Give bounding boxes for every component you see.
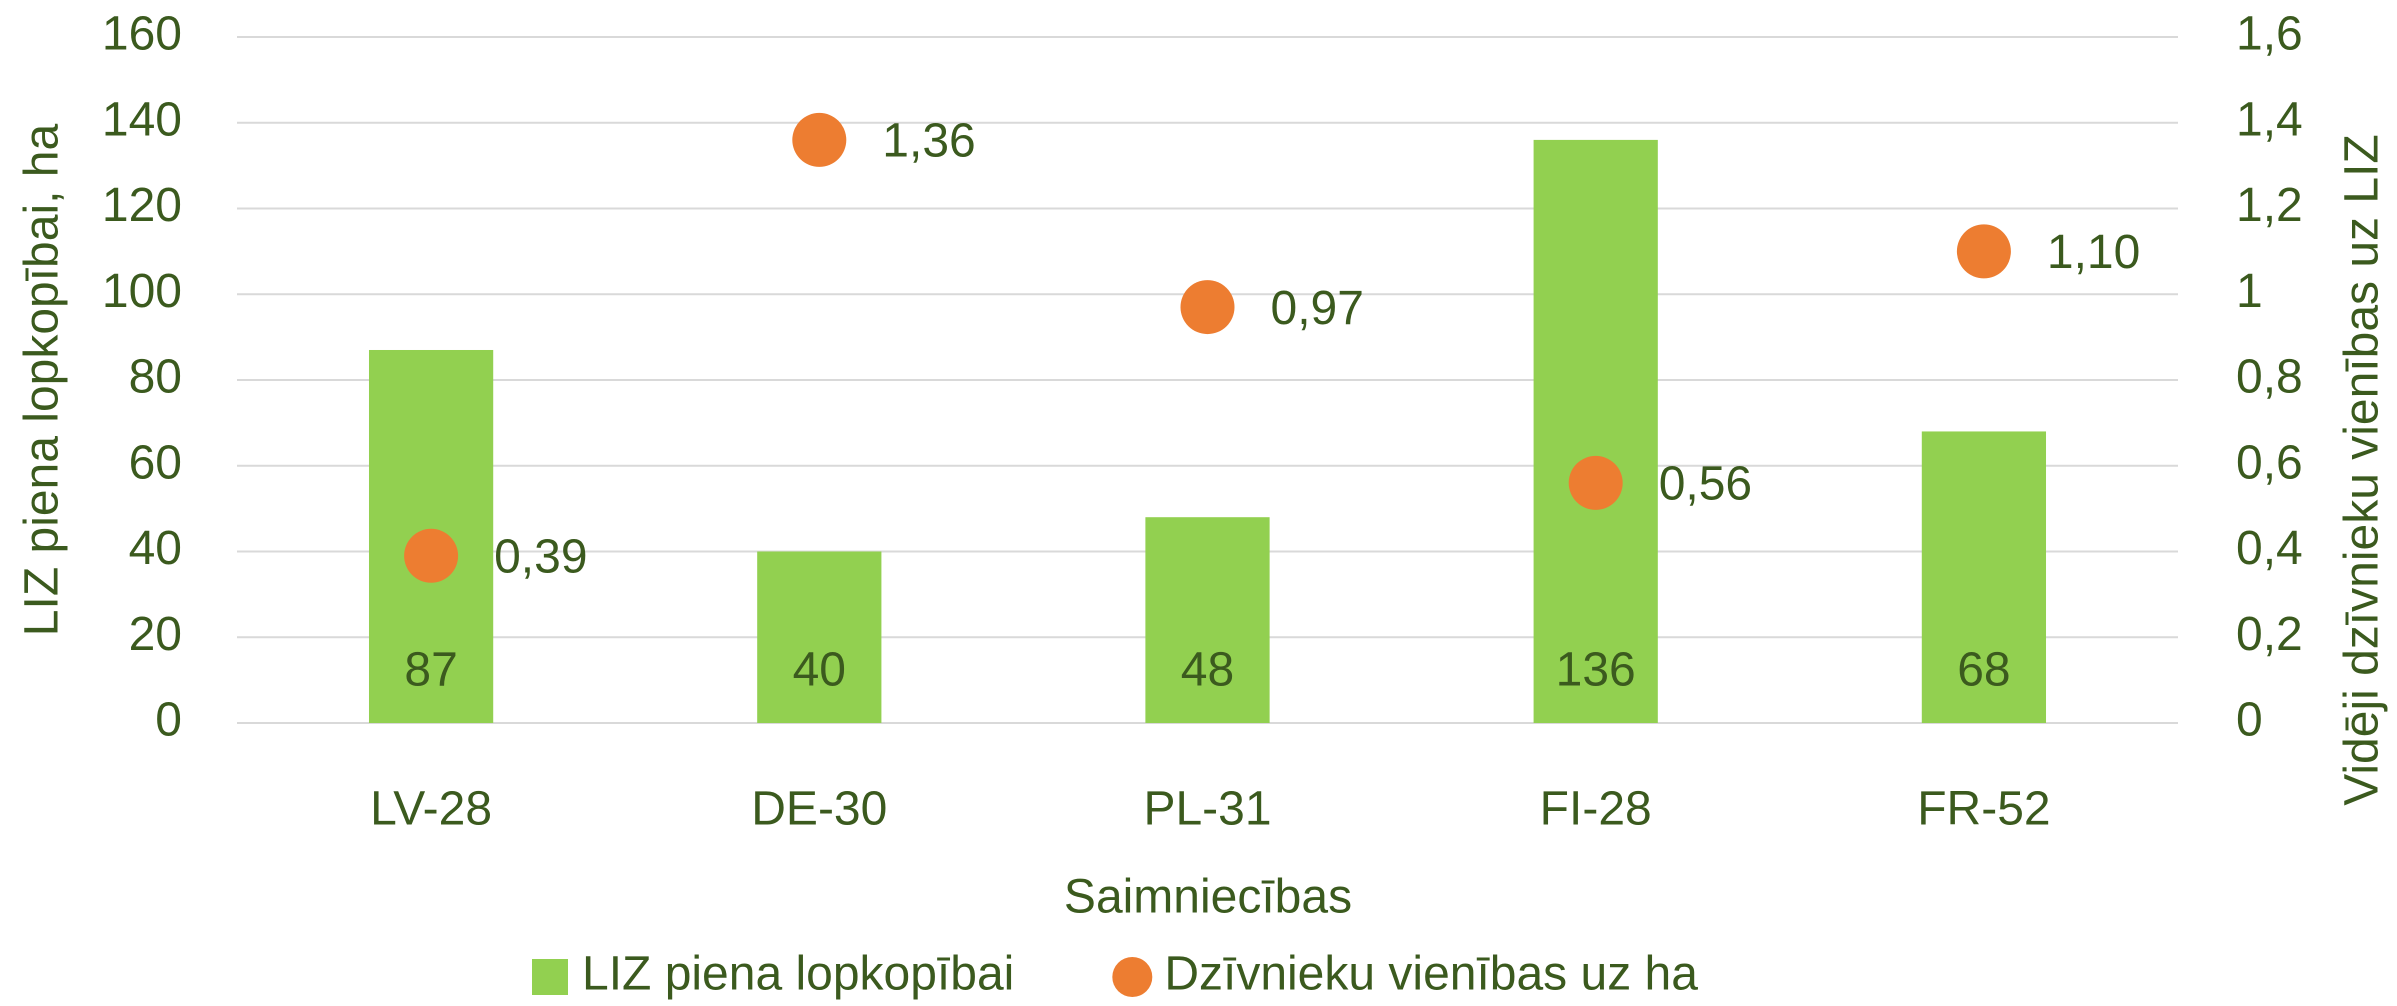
- y-tick-label: 100: [102, 265, 182, 318]
- bar: [1145, 517, 1270, 723]
- point-value-label: 1,36: [882, 115, 975, 168]
- y2-tick-label: 0,6: [2236, 436, 2303, 489]
- y-tick-label: 140: [102, 93, 182, 146]
- x-tick-label: DE-30: [751, 783, 887, 836]
- y2-tick-label: 1,6: [2236, 8, 2303, 61]
- y-tick-label: 120: [102, 179, 182, 232]
- bar: [1533, 139, 1658, 723]
- y-tick-label: 40: [129, 522, 182, 575]
- point-value-label: 0,97: [1271, 282, 1364, 335]
- y2-tick-label: 0,4: [2236, 522, 2303, 575]
- x-tick-label: FI-28: [1540, 783, 1652, 836]
- point-value-label: 1,10: [2047, 226, 2140, 279]
- legend-swatch: [1112, 957, 1153, 997]
- point: [1956, 224, 2011, 279]
- point: [404, 528, 459, 583]
- point-value-label: 0,39: [494, 530, 587, 583]
- bar-value-label: 68: [1957, 644, 2010, 697]
- y2-tick-label: 1,4: [2236, 93, 2303, 146]
- point: [1180, 280, 1235, 335]
- legend-swatch: [532, 959, 568, 995]
- x-tick-label: LV-28: [370, 783, 492, 836]
- y-tick-label: 80: [129, 351, 182, 404]
- point: [792, 112, 847, 167]
- x-tick-label: FR-52: [1917, 783, 2050, 836]
- y2-tick-label: 1: [2236, 265, 2263, 318]
- x-axis-title: Saimniecības: [1064, 871, 1352, 924]
- legend-label: LIZ piena lopkopībai: [582, 948, 1014, 1001]
- bar-value-label: 87: [404, 644, 457, 697]
- y-tick-label: 20: [129, 608, 182, 661]
- point-value-label: 0,56: [1659, 458, 1752, 511]
- y2-tick-label: 0,8: [2236, 351, 2303, 404]
- legend-label: Dzīvnieku vienības uz ha: [1164, 948, 1698, 1001]
- bar-value-label: 48: [1181, 644, 1234, 697]
- point: [1568, 455, 1623, 510]
- y2-tick-label: 0: [2236, 694, 2263, 747]
- bar: [1921, 431, 2047, 723]
- x-tick-label: PL-31: [1143, 783, 1271, 836]
- y-axis-title: LIZ piena lopkopībai, ha: [16, 124, 69, 637]
- y-tick-label: 160: [102, 8, 182, 61]
- bar: [757, 551, 882, 723]
- y-tick-label: 60: [129, 436, 182, 489]
- y2-axis-title: Vidēji dzīvnieku vienības uz LIZ: [2336, 134, 2389, 805]
- y2-tick-label: 0,2: [2236, 608, 2303, 661]
- bar-value-label: 40: [793, 644, 846, 697]
- y-tick-label: 0: [155, 694, 182, 747]
- y2-tick-label: 1,2: [2236, 179, 2303, 232]
- bar-value-label: 136: [1556, 644, 1636, 697]
